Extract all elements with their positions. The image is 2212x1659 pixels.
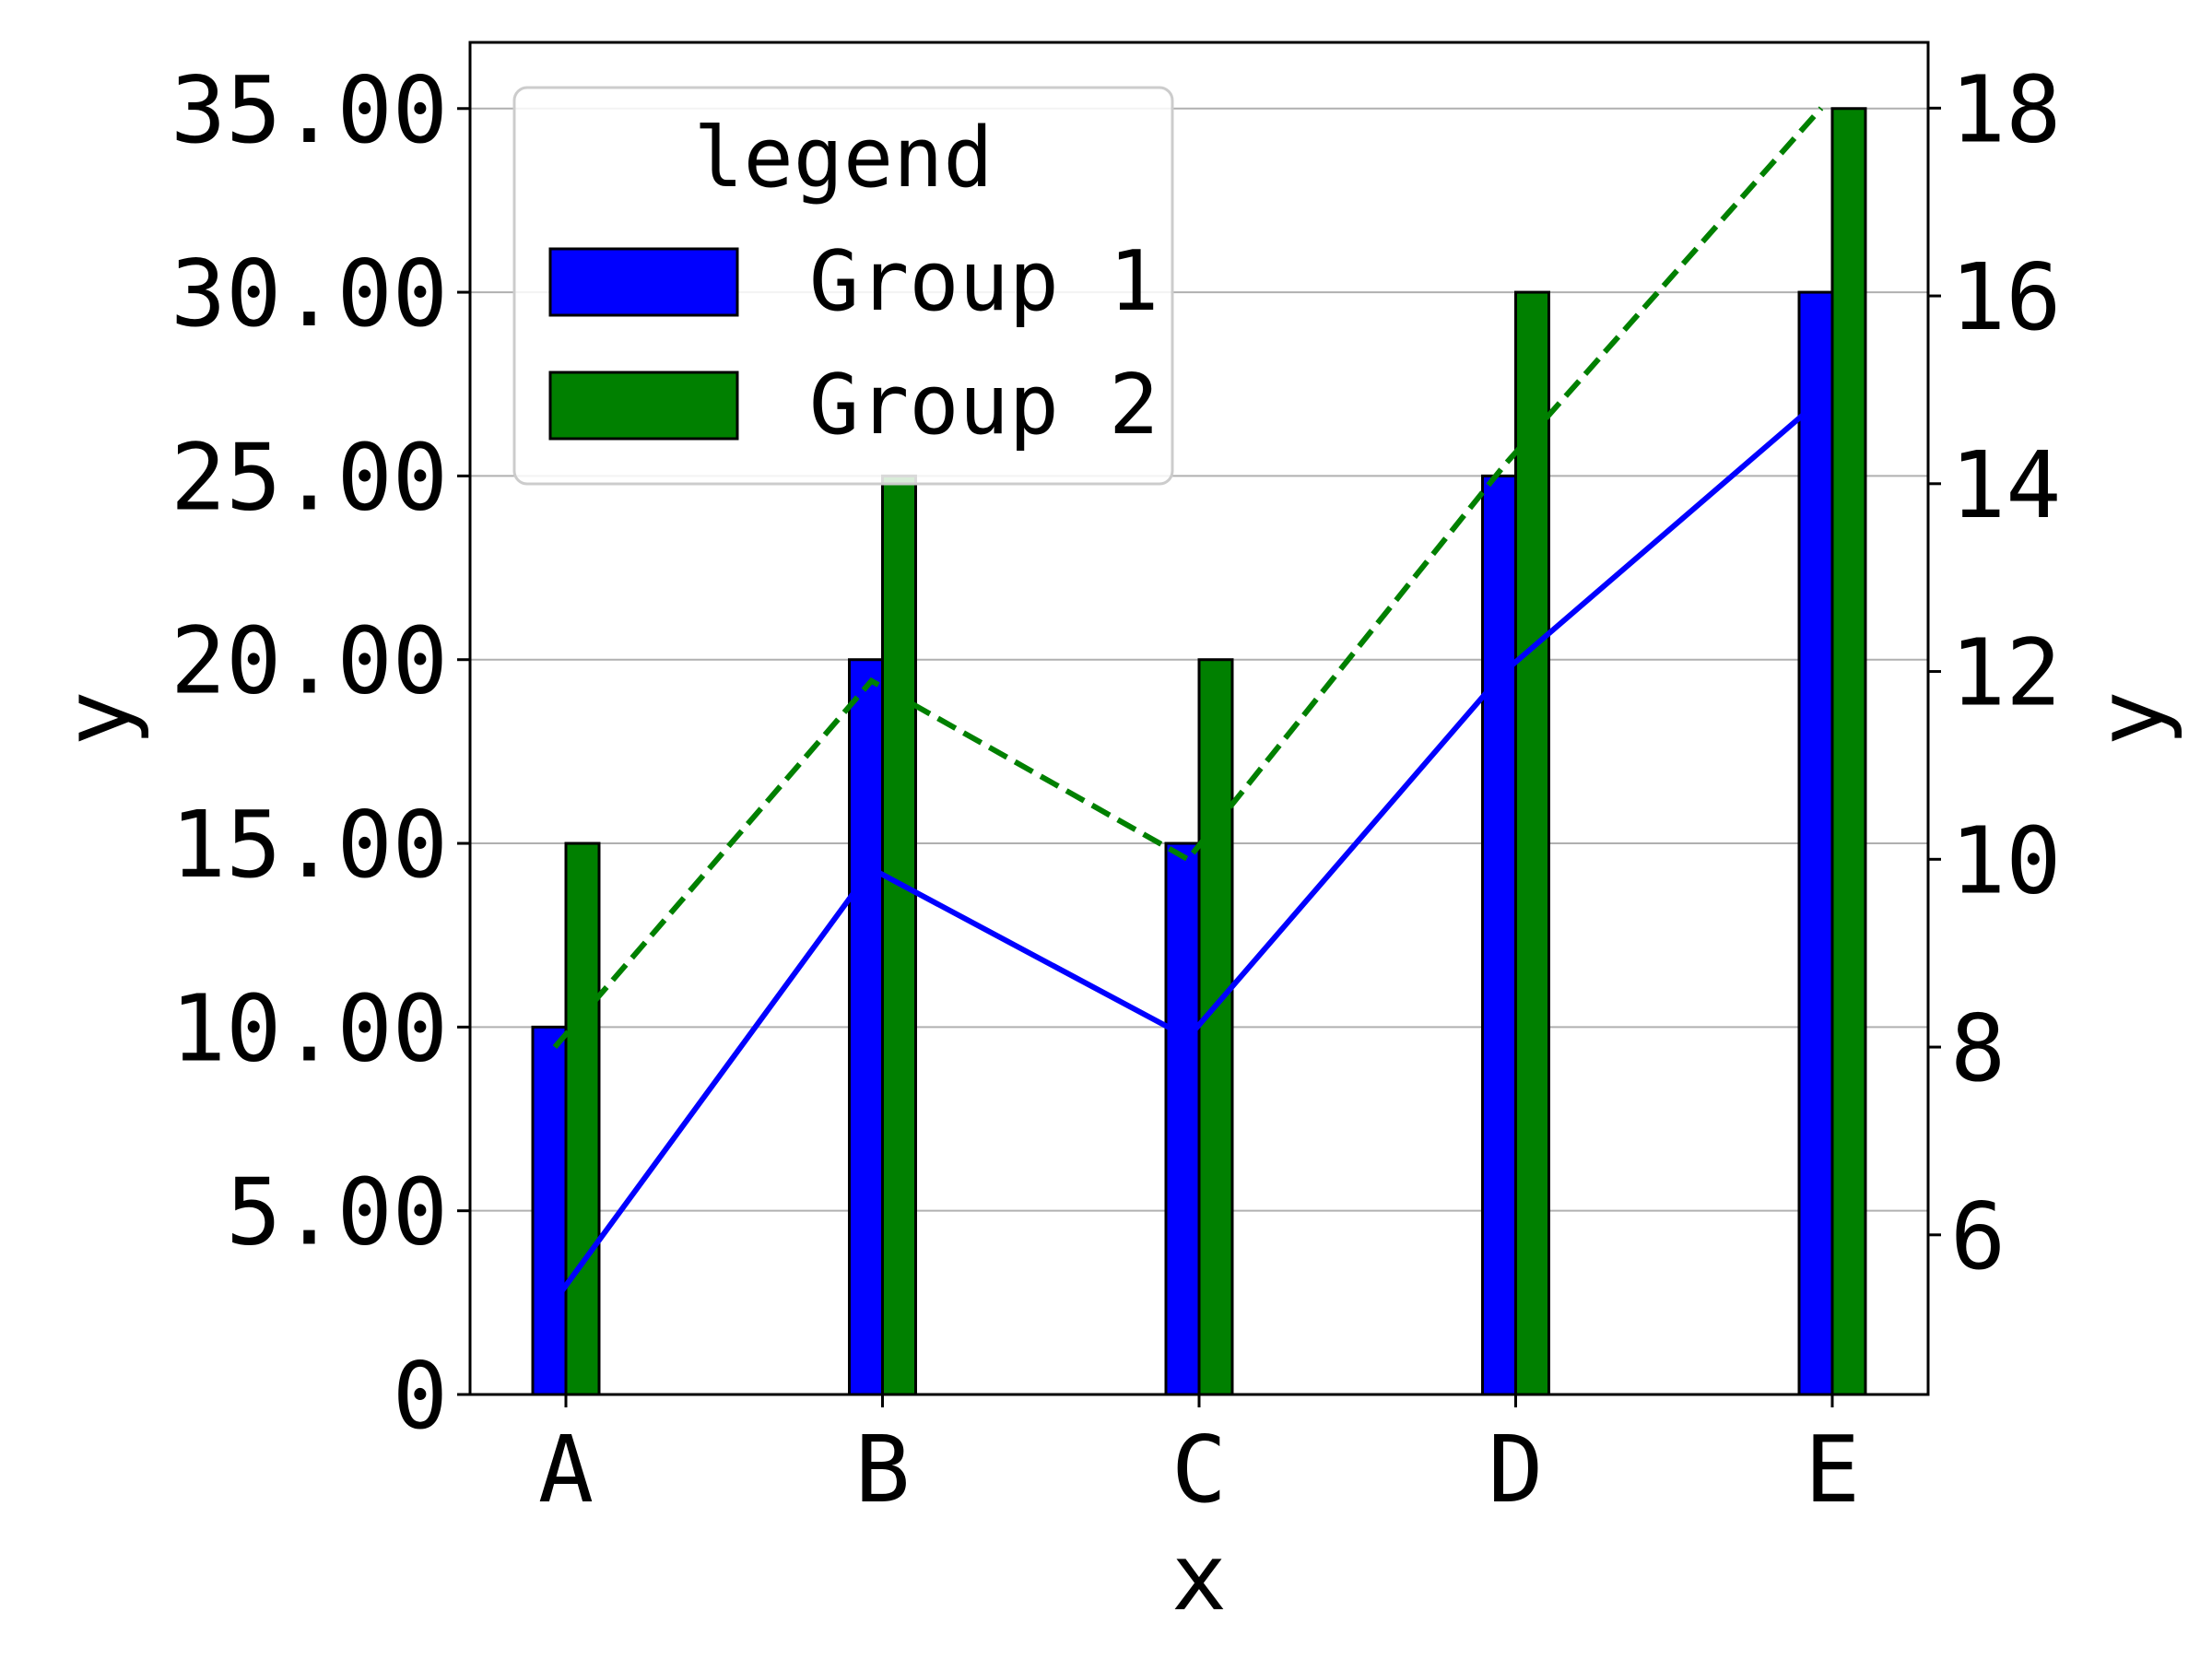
bar-group-1-d	[1481, 474, 1517, 1396]
y2-tick-label: 12	[1950, 619, 2061, 727]
legend: legend Group 1 Group 2	[512, 86, 1174, 486]
x-tick-label: B	[854, 1416, 910, 1524]
y-tick-label: 10.00	[171, 974, 448, 1082]
y2-tick-label: 16	[1950, 243, 2061, 351]
y-tick-label: 30.00	[171, 240, 448, 347]
x-tick-label: D	[1488, 1416, 1543, 1524]
y-tick-label: 25.00	[171, 423, 448, 531]
legend-swatch-group-2	[548, 371, 739, 441]
legend-title: legend	[693, 110, 993, 206]
y-tick-label: 15.00	[171, 791, 448, 899]
y-tick-label: 5.00	[226, 1159, 448, 1266]
y2-tick-label: 10	[1950, 806, 2061, 914]
lines	[552, 106, 1824, 1302]
y-tick-label: 35.00	[171, 56, 448, 164]
y-tick-label: 20.00	[171, 607, 448, 715]
legend-label-group-1: Group 1	[809, 233, 1159, 330]
y2-tick-label: 8	[1950, 994, 2006, 1102]
bar-group-1-c	[1164, 841, 1201, 1396]
bar-group-2-a	[564, 841, 601, 1396]
bar-group-2-c	[1197, 658, 1234, 1396]
x-axis-label: x	[1171, 1524, 1227, 1631]
bar-group-2-b	[881, 474, 917, 1396]
bar-group-1-e	[1797, 290, 1834, 1396]
ticks: 0 5.00 10.00 15.00 20.00 25.00 30.00 35.00 6 8 10 1…	[171, 55, 2061, 1524]
dashed-line-series	[552, 106, 1824, 1050]
y2-axis-label: y	[2077, 690, 2184, 746]
y-axis-label: y	[43, 690, 151, 746]
y2-tick-label: 6	[1950, 1182, 2006, 1290]
solid-line-series	[552, 396, 1823, 1302]
bar-group-2-e	[1830, 107, 1867, 1396]
legend-label-group-2: Group 2	[809, 357, 1159, 453]
y2-tick-label: 14	[1950, 431, 2061, 539]
y2-tick-label: 18	[1950, 55, 2061, 163]
bar-group-1-b	[848, 658, 884, 1396]
x-tick-label: E	[1805, 1416, 1860, 1524]
x-tick-label: C	[1171, 1416, 1227, 1524]
y-tick-label: 0	[393, 1342, 448, 1450]
bar-group-2-d	[1514, 290, 1550, 1396]
x-tick-label: A	[538, 1416, 594, 1524]
bars	[531, 107, 1867, 1396]
legend-swatch-group-1	[548, 247, 739, 317]
bar-group-1-a	[531, 1025, 568, 1396]
